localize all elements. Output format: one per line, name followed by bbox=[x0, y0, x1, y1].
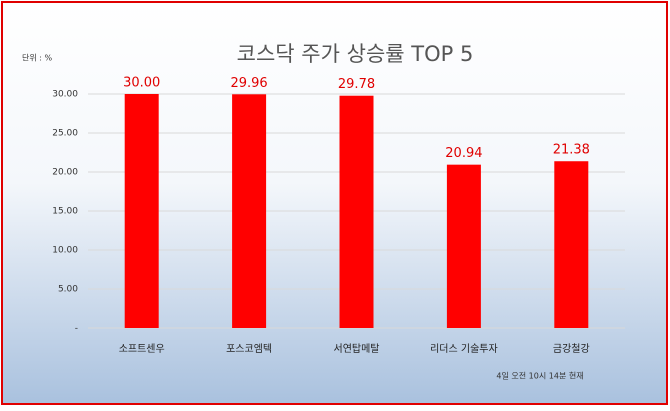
x-tick-label: 금강철강 bbox=[553, 343, 590, 355]
bar bbox=[339, 95, 374, 328]
footnote: 4일 오전 10시 14분 현재 bbox=[496, 371, 583, 381]
chart-title: 코스닥 주가 상승률 TOP 5 bbox=[237, 42, 474, 66]
x-tick-label: 소프트센우 bbox=[119, 343, 165, 355]
y-tick-label: 5.00 bbox=[58, 285, 78, 295]
value-label: 29.78 bbox=[338, 77, 375, 92]
value-label: 30.00 bbox=[123, 76, 160, 91]
y-tick-label: 10.00 bbox=[52, 246, 78, 256]
y-tick-label: 25.00 bbox=[52, 129, 78, 139]
x-tick-label: 서연탑메탈 bbox=[334, 342, 380, 355]
y-tick-label: 15.00 bbox=[52, 207, 78, 217]
bar bbox=[554, 161, 589, 328]
y-tick-label: 20.00 bbox=[52, 168, 78, 178]
x-tick-label: 포스코엠텍 bbox=[226, 343, 272, 355]
x-tick-label: 리더스 기술투자 bbox=[430, 343, 498, 355]
value-label: 29.96 bbox=[230, 76, 267, 91]
bar bbox=[232, 94, 267, 328]
bar bbox=[446, 164, 481, 328]
y-tick-label: - bbox=[75, 324, 78, 334]
value-label: 20.94 bbox=[445, 146, 482, 161]
y-tick-label: 30.00 bbox=[52, 90, 78, 100]
value-label: 21.38 bbox=[553, 143, 590, 158]
bar bbox=[124, 94, 159, 328]
unit-label: 단위 : % bbox=[22, 53, 53, 63]
